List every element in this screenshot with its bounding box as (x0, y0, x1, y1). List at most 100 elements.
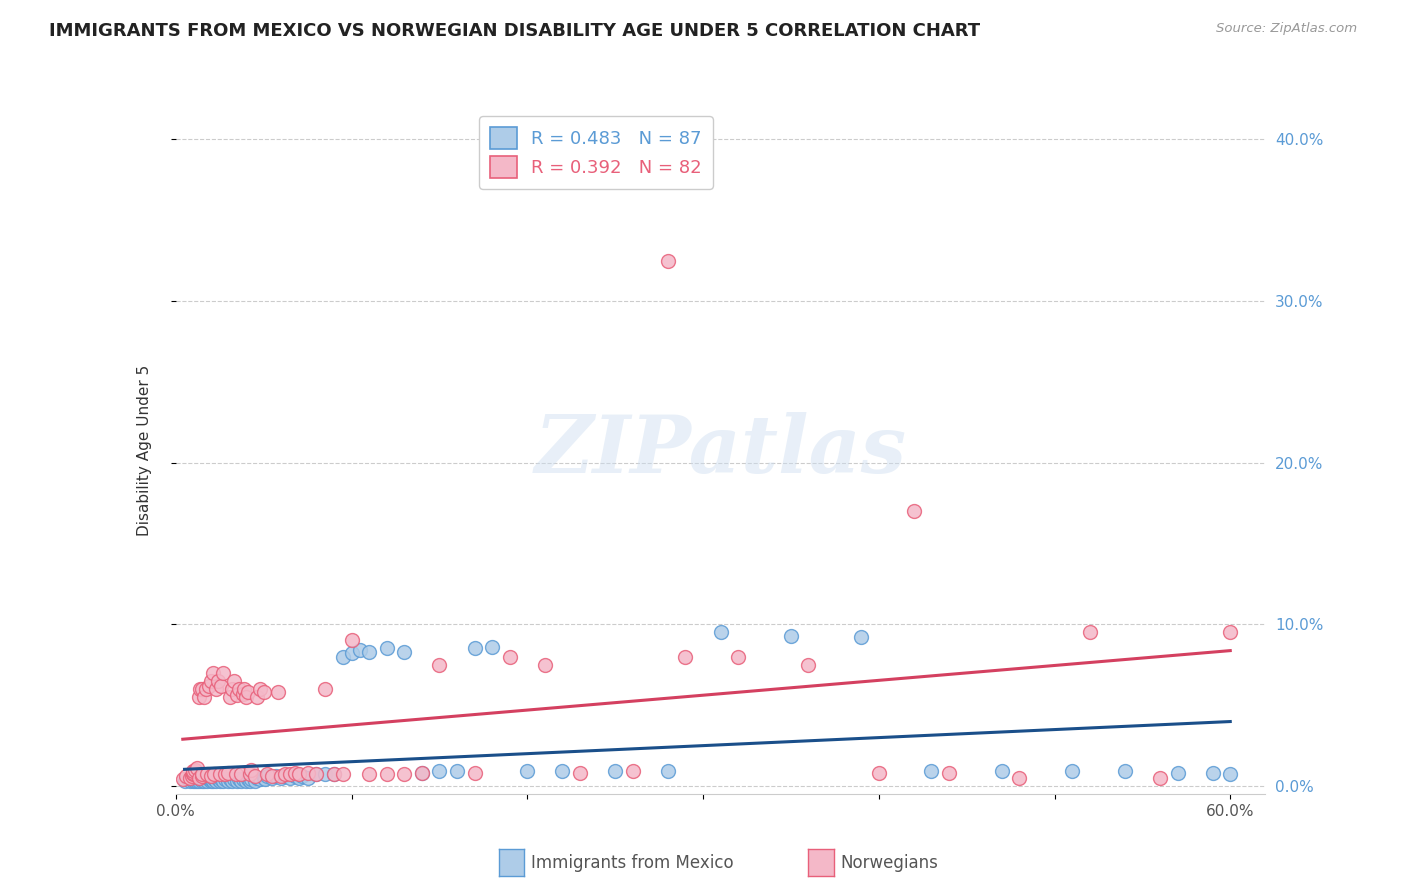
Point (191, 767, 214, 781)
Point (204, 767, 226, 781)
Point (200, 774, 222, 789)
Point (200, 673, 222, 688)
Point (284, 765, 307, 780)
Point (253, 685, 276, 699)
Legend: R = 0.483   N = 87, R = 0.392   N = 82: R = 0.483 N = 87, R = 0.392 N = 82 (479, 116, 713, 189)
Point (569, 765, 592, 780)
Point (212, 774, 235, 789)
Point (174, 769, 197, 783)
Point (243, 769, 266, 783)
Point (797, 657, 820, 672)
Point (193, 690, 215, 704)
Point (236, 685, 259, 699)
Point (551, 764, 574, 779)
Point (183, 764, 205, 779)
Point (179, 774, 201, 789)
Point (191, 774, 214, 789)
Point (464, 765, 486, 780)
Point (191, 771, 214, 785)
Point (1219, 767, 1241, 781)
Point (375, 767, 398, 781)
Point (208, 767, 231, 781)
Point (243, 774, 266, 789)
Point (184, 763, 207, 777)
Point (264, 769, 287, 783)
Point (193, 774, 215, 789)
Point (868, 765, 890, 780)
Point (710, 625, 733, 640)
Point (359, 767, 381, 781)
Point (187, 772, 209, 787)
Point (240, 772, 263, 787)
Point (411, 765, 433, 780)
Point (340, 633, 363, 648)
Point (499, 649, 522, 664)
Text: Immigrants from Mexico: Immigrants from Mexico (531, 854, 734, 871)
Point (229, 774, 252, 789)
Point (516, 764, 538, 779)
Point (1167, 765, 1189, 780)
Point (191, 769, 214, 783)
Text: Norwegians: Norwegians (841, 854, 939, 871)
Point (228, 772, 250, 787)
Point (297, 765, 319, 780)
Point (274, 769, 297, 783)
Point (183, 772, 205, 787)
Point (332, 767, 354, 781)
Point (191, 681, 214, 696)
Point (1062, 764, 1084, 779)
Point (173, 774, 195, 789)
Point (323, 767, 346, 781)
Point (172, 772, 194, 787)
Point (427, 764, 450, 779)
Point (214, 772, 236, 787)
Point (534, 657, 557, 672)
Point (201, 774, 224, 789)
Point (921, 764, 943, 779)
Point (205, 681, 228, 696)
Point (180, 769, 202, 783)
Point (323, 767, 346, 781)
Point (221, 774, 243, 789)
Point (249, 681, 271, 696)
Point (481, 640, 503, 654)
Point (229, 767, 252, 781)
Point (464, 641, 486, 656)
Point (359, 645, 381, 659)
Point (278, 767, 301, 781)
Point (186, 761, 208, 775)
Point (235, 690, 257, 704)
Point (187, 771, 209, 785)
Point (305, 767, 328, 781)
Point (179, 771, 201, 785)
Point (349, 643, 371, 657)
Point (297, 771, 319, 785)
Point (253, 771, 276, 785)
Point (621, 764, 644, 779)
Point (657, 764, 679, 779)
Point (201, 665, 224, 680)
Point (186, 774, 208, 789)
Point (183, 771, 205, 785)
Point (274, 767, 297, 781)
Point (198, 679, 221, 693)
Point (314, 767, 336, 781)
Point (657, 253, 679, 268)
Point (195, 774, 219, 789)
Point (605, 764, 627, 779)
Point (249, 772, 271, 787)
Point (205, 774, 228, 789)
Y-axis label: Disability Age Under 5: Disability Age Under 5 (138, 365, 152, 536)
Point (262, 771, 284, 785)
Point (198, 772, 221, 787)
Point (267, 685, 290, 699)
Point (239, 767, 262, 781)
Point (1202, 765, 1225, 780)
Point (246, 771, 269, 785)
Point (340, 646, 363, 660)
Point (256, 767, 278, 781)
Point (1078, 625, 1101, 640)
Point (305, 767, 328, 781)
Point (211, 772, 233, 787)
Point (1219, 625, 1241, 640)
